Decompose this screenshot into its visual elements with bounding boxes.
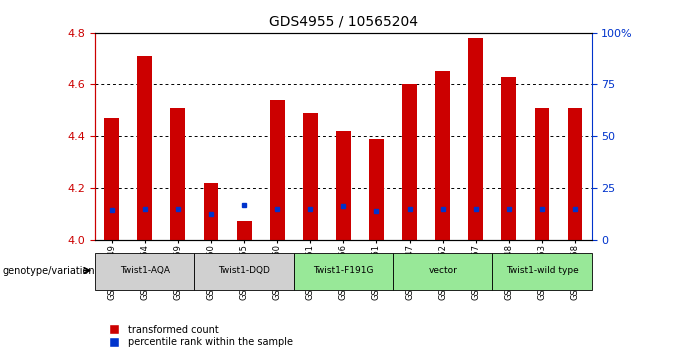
- Text: Twist1-wild type: Twist1-wild type: [506, 266, 578, 275]
- Bar: [237, 221, 252, 240]
- Bar: [393, 253, 492, 290]
- Bar: [95, 253, 194, 290]
- Title: GDS4955 / 10565204: GDS4955 / 10565204: [269, 15, 418, 29]
- Text: Twist1-F191G: Twist1-F191G: [313, 266, 373, 275]
- Bar: [435, 72, 450, 240]
- Bar: [171, 108, 186, 240]
- Bar: [501, 77, 516, 240]
- Text: vector: vector: [428, 266, 457, 275]
- Bar: [492, 253, 592, 290]
- Bar: [534, 108, 549, 240]
- Bar: [469, 38, 483, 240]
- Bar: [336, 131, 351, 240]
- Bar: [294, 253, 393, 290]
- Bar: [270, 100, 285, 240]
- Text: Twist1-DQD: Twist1-DQD: [218, 266, 270, 275]
- Bar: [203, 183, 218, 240]
- Bar: [303, 113, 318, 240]
- Bar: [402, 85, 417, 240]
- Text: Twist1-AQA: Twist1-AQA: [120, 266, 170, 275]
- Bar: [104, 118, 119, 240]
- Legend: transformed count, percentile rank within the sample: transformed count, percentile rank withi…: [100, 321, 297, 351]
- Bar: [369, 139, 384, 240]
- Bar: [137, 56, 152, 240]
- Text: genotype/variation: genotype/variation: [3, 265, 95, 276]
- Bar: [568, 108, 583, 240]
- Bar: [194, 253, 294, 290]
